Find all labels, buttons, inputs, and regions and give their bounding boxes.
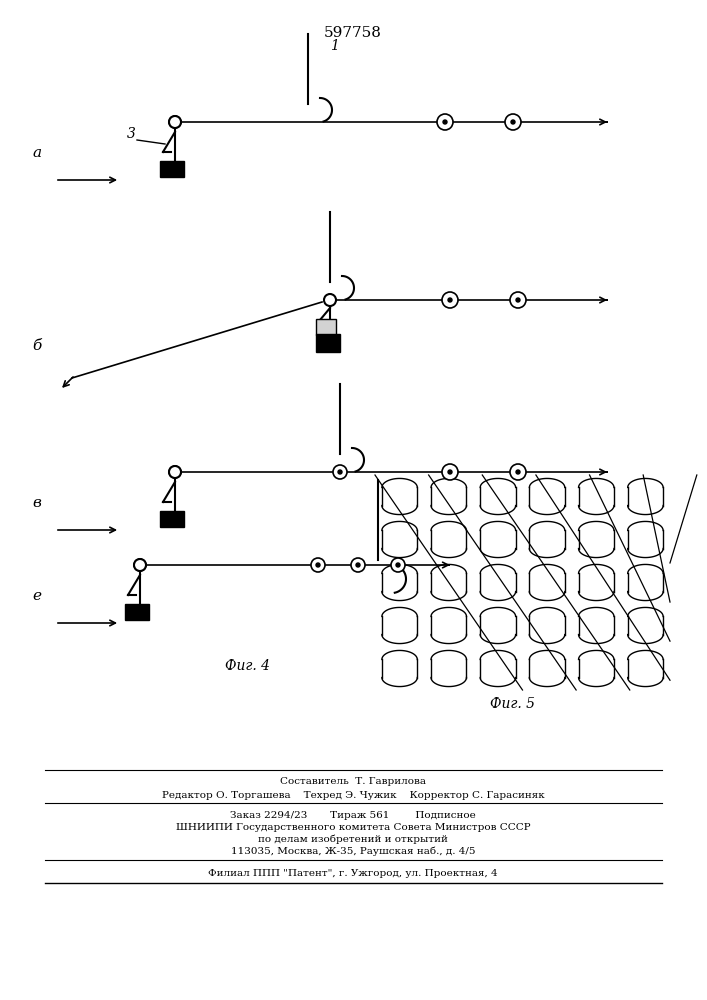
Text: по делам изобретений и открытий: по делам изобретений и открытий <box>258 834 448 844</box>
Circle shape <box>437 114 453 130</box>
Circle shape <box>396 563 400 567</box>
Text: 597758: 597758 <box>324 26 382 40</box>
Text: 113035, Москва, Ж-35, Раушская наб., д. 4/5: 113035, Москва, Ж-35, Раушская наб., д. … <box>230 846 475 856</box>
Circle shape <box>351 558 365 572</box>
Circle shape <box>448 470 452 474</box>
Circle shape <box>442 292 458 308</box>
Circle shape <box>134 559 146 571</box>
Circle shape <box>511 120 515 124</box>
Circle shape <box>324 294 336 306</box>
Bar <box>160 161 184 177</box>
Text: в: в <box>32 496 41 510</box>
Circle shape <box>442 464 458 480</box>
Text: Составитель  Т. Гаврилова: Составитель Т. Гаврилова <box>280 778 426 786</box>
Circle shape <box>510 292 526 308</box>
Circle shape <box>316 563 320 567</box>
Text: е: е <box>32 589 41 603</box>
Text: Редактор О. Торгашева    Техред Э. Чужик    Корректор С. Гарасиняк: Редактор О. Торгашева Техред Э. Чужик Ко… <box>162 790 544 800</box>
Text: Заказ 2294/23       Тираж 561        Подписное: Заказ 2294/23 Тираж 561 Подписное <box>230 810 476 820</box>
Circle shape <box>505 114 521 130</box>
Bar <box>316 334 340 352</box>
Bar <box>125 604 149 620</box>
Circle shape <box>391 558 405 572</box>
Circle shape <box>134 559 146 571</box>
Circle shape <box>356 563 360 567</box>
Circle shape <box>516 298 520 302</box>
Circle shape <box>510 464 526 480</box>
Text: а: а <box>32 146 41 160</box>
Text: Фиг. 5: Фиг. 5 <box>490 697 535 711</box>
Circle shape <box>338 470 342 474</box>
Text: б: б <box>32 339 41 353</box>
Circle shape <box>516 470 520 474</box>
Bar <box>316 319 336 335</box>
Circle shape <box>169 466 181 478</box>
Text: 3: 3 <box>127 127 136 141</box>
Bar <box>160 511 184 527</box>
Text: Филиал ППП "Патент", г. Ужгород, ул. Проектная, 4: Филиал ППП "Патент", г. Ужгород, ул. Про… <box>208 868 498 878</box>
Circle shape <box>169 116 181 128</box>
Circle shape <box>311 558 325 572</box>
Circle shape <box>169 466 181 478</box>
Circle shape <box>333 465 347 479</box>
Text: Фиг. 4: Фиг. 4 <box>225 659 270 673</box>
Circle shape <box>443 120 447 124</box>
Text: ШНИИПИ Государственного комитета Совета Министров СССР: ШНИИПИ Государственного комитета Совета … <box>175 822 530 832</box>
Text: 1: 1 <box>330 39 339 53</box>
Circle shape <box>169 116 181 128</box>
Circle shape <box>448 298 452 302</box>
